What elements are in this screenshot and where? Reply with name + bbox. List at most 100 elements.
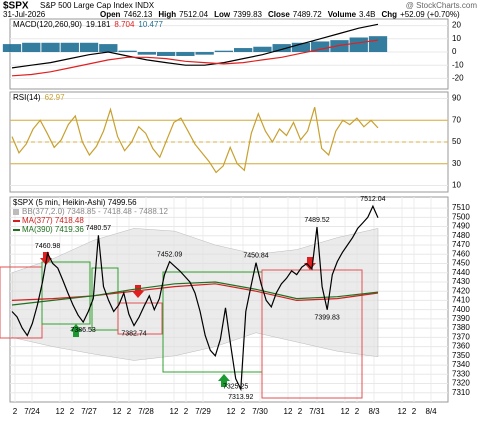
price-annotation: 7325.25	[223, 384, 248, 391]
price-annotation: 7386.53	[71, 327, 96, 334]
y-tick-label: 50	[452, 137, 461, 146]
histogram-bar	[195, 52, 214, 55]
y-tick-label: 7470	[452, 240, 470, 249]
legend-label: BB(377,2.0) 7348.85 - 7418.48 - 7488.12	[22, 207, 168, 216]
price-annotation: 7450.84	[243, 253, 268, 260]
red-box	[261, 269, 363, 399]
green-box	[41, 261, 91, 325]
price-annotation: 7480.57	[86, 225, 111, 232]
quote-value: 7489.72	[293, 10, 322, 19]
price-annotation: 7460.98	[35, 243, 60, 250]
y-tick-label: 7430	[452, 277, 470, 286]
price-annotation: 7452.09	[157, 251, 182, 258]
x-tick-label: 2	[184, 407, 189, 416]
x-tick-label: 2	[298, 407, 303, 416]
y-tick-label: 90	[452, 94, 461, 103]
quote-value: 7399.83	[233, 10, 262, 19]
y-tick-label: 7450	[452, 259, 470, 268]
legend-label: 8.704	[114, 20, 135, 29]
y-tick-label: 20	[452, 21, 461, 30]
histogram-bar	[176, 52, 195, 56]
credit: @ StockCharts.com	[406, 1, 478, 10]
y-tick-label: 7370	[452, 332, 470, 341]
price-annotation: 7399.83	[315, 315, 340, 322]
series-line	[11, 283, 379, 302]
y-tick-label: 7410	[452, 296, 470, 305]
legend-label: MA(390) 7419.36	[22, 225, 84, 234]
y-tick-label: 30	[452, 159, 461, 168]
quote-value: 7512.04	[179, 10, 208, 19]
histogram-bar	[22, 42, 41, 53]
y-tick-label: -10	[452, 60, 464, 69]
x-tick-label: 7/30	[252, 407, 268, 416]
histogram-bar	[118, 50, 137, 53]
price-annotation: 7512.04	[360, 196, 385, 203]
y-tick-label: 7400	[452, 305, 470, 314]
panel-title: RSI(14)	[13, 93, 41, 102]
x-tick-label: 12	[113, 407, 122, 416]
symbol: $SPX	[3, 1, 29, 12]
x-tick-label: 12	[398, 407, 407, 416]
histogram-bar	[79, 42, 99, 53]
foreground-layer: 2 7/24 12 2 7/27 12 2 7/28 12 2 7/29 12 2 7/30 12 2 7/31…	[11, 20, 470, 416]
x-tick-label: 7/27	[81, 407, 97, 416]
x-tick-label: 7/24	[24, 407, 40, 416]
histogram-bar	[291, 42, 311, 53]
buy-arrow	[70, 324, 82, 337]
y-tick-label: 7330	[452, 369, 470, 378]
price-annotation: 7382.74	[121, 330, 146, 337]
x-tick-label: 7/31	[309, 407, 325, 416]
histogram-bar	[60, 42, 79, 53]
quote-label: Open	[100, 10, 121, 19]
y-tick-label: 7510	[452, 203, 470, 212]
x-tick-label: 2	[241, 407, 246, 416]
index-name: S&P 500 Large Cap Index INDX	[40, 1, 155, 10]
series-line	[11, 23, 379, 69]
y-tick-label: 7360	[452, 342, 470, 351]
x-tick-label: 12	[284, 407, 293, 416]
y-tick-label: 7320	[452, 379, 470, 388]
series-line	[11, 107, 379, 174]
x-tick-label: 2	[13, 407, 18, 416]
price-annotation: 7313.92	[228, 394, 253, 401]
y-tick-label: 7390	[452, 314, 470, 323]
histogram-bar	[253, 46, 272, 53]
x-tick-label: 2	[355, 407, 360, 416]
x-tick-label: 2	[412, 407, 417, 416]
quote-value: 3.4B	[359, 10, 375, 19]
price-line	[11, 204, 379, 392]
panel-title: $SPX (5 min, Heikin-Ashi) 7499.56	[13, 198, 137, 207]
y-tick-label: 7490	[452, 222, 470, 231]
y-tick-label: 7440	[452, 268, 470, 277]
histogram-bar	[311, 41, 330, 53]
x-tick-label: 2	[127, 407, 132, 416]
histogram-bar	[137, 52, 156, 55]
quote-label: Low	[214, 10, 231, 19]
y-tick-label: 7480	[452, 231, 470, 240]
x-tick-label: 12	[170, 407, 179, 416]
x-tick-label: 8/3	[368, 407, 380, 416]
y-tick-label: 7460	[452, 249, 470, 258]
quote-value: +52.09 (+0.70%)	[400, 10, 460, 19]
y-tick-label: 7500	[452, 212, 470, 221]
price-annotation: 7489.52	[304, 217, 329, 224]
histogram-bar	[234, 48, 253, 53]
legend-label: 62.97	[45, 93, 66, 102]
quote-label: Chg	[382, 10, 398, 19]
histogram-bar	[2, 44, 22, 53]
x-tick-label: 2	[70, 407, 75, 416]
buy-arrow	[218, 374, 230, 387]
legend-label: MA(377) 7418.48	[22, 216, 84, 225]
green-box	[91, 267, 119, 331]
histogram-bar	[330, 40, 349, 53]
y-tick-label: 7380	[452, 323, 470, 332]
price-frame	[9, 196, 449, 403]
histogram-bar	[214, 50, 234, 53]
histogram-bar	[349, 37, 368, 53]
y-tick-label: 7420	[452, 286, 470, 295]
histogram-bar	[99, 44, 118, 53]
histogram-bar	[368, 36, 388, 53]
y-tick-label: 7310	[452, 388, 470, 397]
